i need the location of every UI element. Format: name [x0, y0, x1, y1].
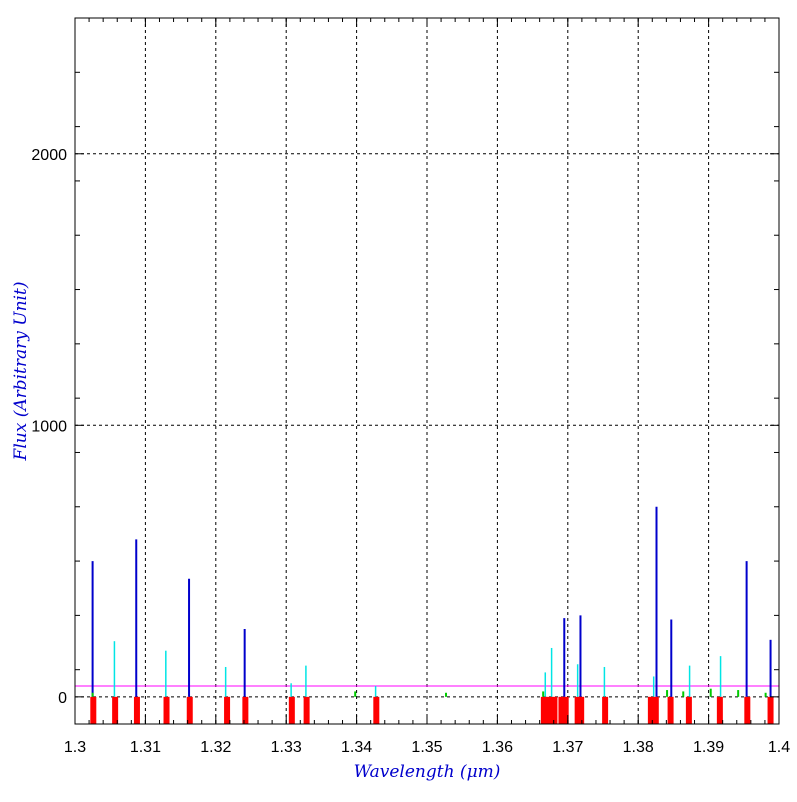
line-marker	[574, 696, 581, 724]
x-tick-label: 1.38	[623, 739, 654, 756]
line-marker	[558, 696, 565, 724]
x-tick-label: 1.34	[341, 739, 372, 756]
x-tick-label: 1.37	[552, 739, 583, 756]
grid-layer	[75, 18, 779, 724]
line-marker	[647, 696, 654, 724]
x-tick-label: 1.33	[271, 739, 302, 756]
line-marker	[685, 696, 692, 724]
line-marker	[224, 696, 231, 724]
line-marker	[163, 696, 170, 724]
line-marker	[545, 696, 552, 724]
line-marker	[652, 696, 659, 724]
marker-layer	[90, 696, 774, 724]
y-tick-label: 2000	[31, 147, 67, 164]
y-tick-label: 1000	[31, 418, 67, 435]
x-tick-label: 1.35	[411, 739, 442, 756]
line-marker	[578, 696, 585, 724]
x-tick-label: 1.4	[768, 739, 790, 756]
y-tick-label: 0	[58, 690, 67, 707]
ticks-layer	[74, 17, 780, 725]
x-tick-label: 1.31	[130, 739, 161, 756]
plot-frame	[74, 17, 780, 725]
line-marker	[288, 696, 295, 724]
x-axis-title: Wavelength (μm)	[354, 762, 501, 782]
y-axis-title: Flux (Arbitrary Unit)	[11, 282, 31, 462]
line-marker	[186, 696, 193, 724]
x-tick-label: 1.32	[200, 739, 231, 756]
x-tick-label: 1.39	[693, 739, 724, 756]
line-marker	[562, 696, 569, 724]
x-tick-label: 1.3	[64, 739, 86, 756]
series-layer	[75, 506, 779, 697]
line-marker	[744, 696, 751, 724]
line-marker	[716, 696, 723, 724]
tick-labels-layer: 1.3 1.31 1.32 1.33 1.34 1.35 1.36 1.37 1.38 1.39 1…	[31, 147, 790, 756]
line-marker	[112, 696, 119, 724]
line-marker	[303, 696, 310, 724]
line-marker	[373, 696, 380, 724]
line-marker	[540, 696, 547, 724]
line-marker	[133, 696, 140, 724]
line-marker	[667, 696, 674, 724]
line-marker	[767, 696, 774, 724]
line-marker	[602, 696, 609, 724]
line-marker	[242, 696, 249, 724]
line-marker	[90, 696, 97, 724]
x-tick-label: 1.36	[482, 739, 513, 756]
line-marker	[551, 696, 558, 724]
